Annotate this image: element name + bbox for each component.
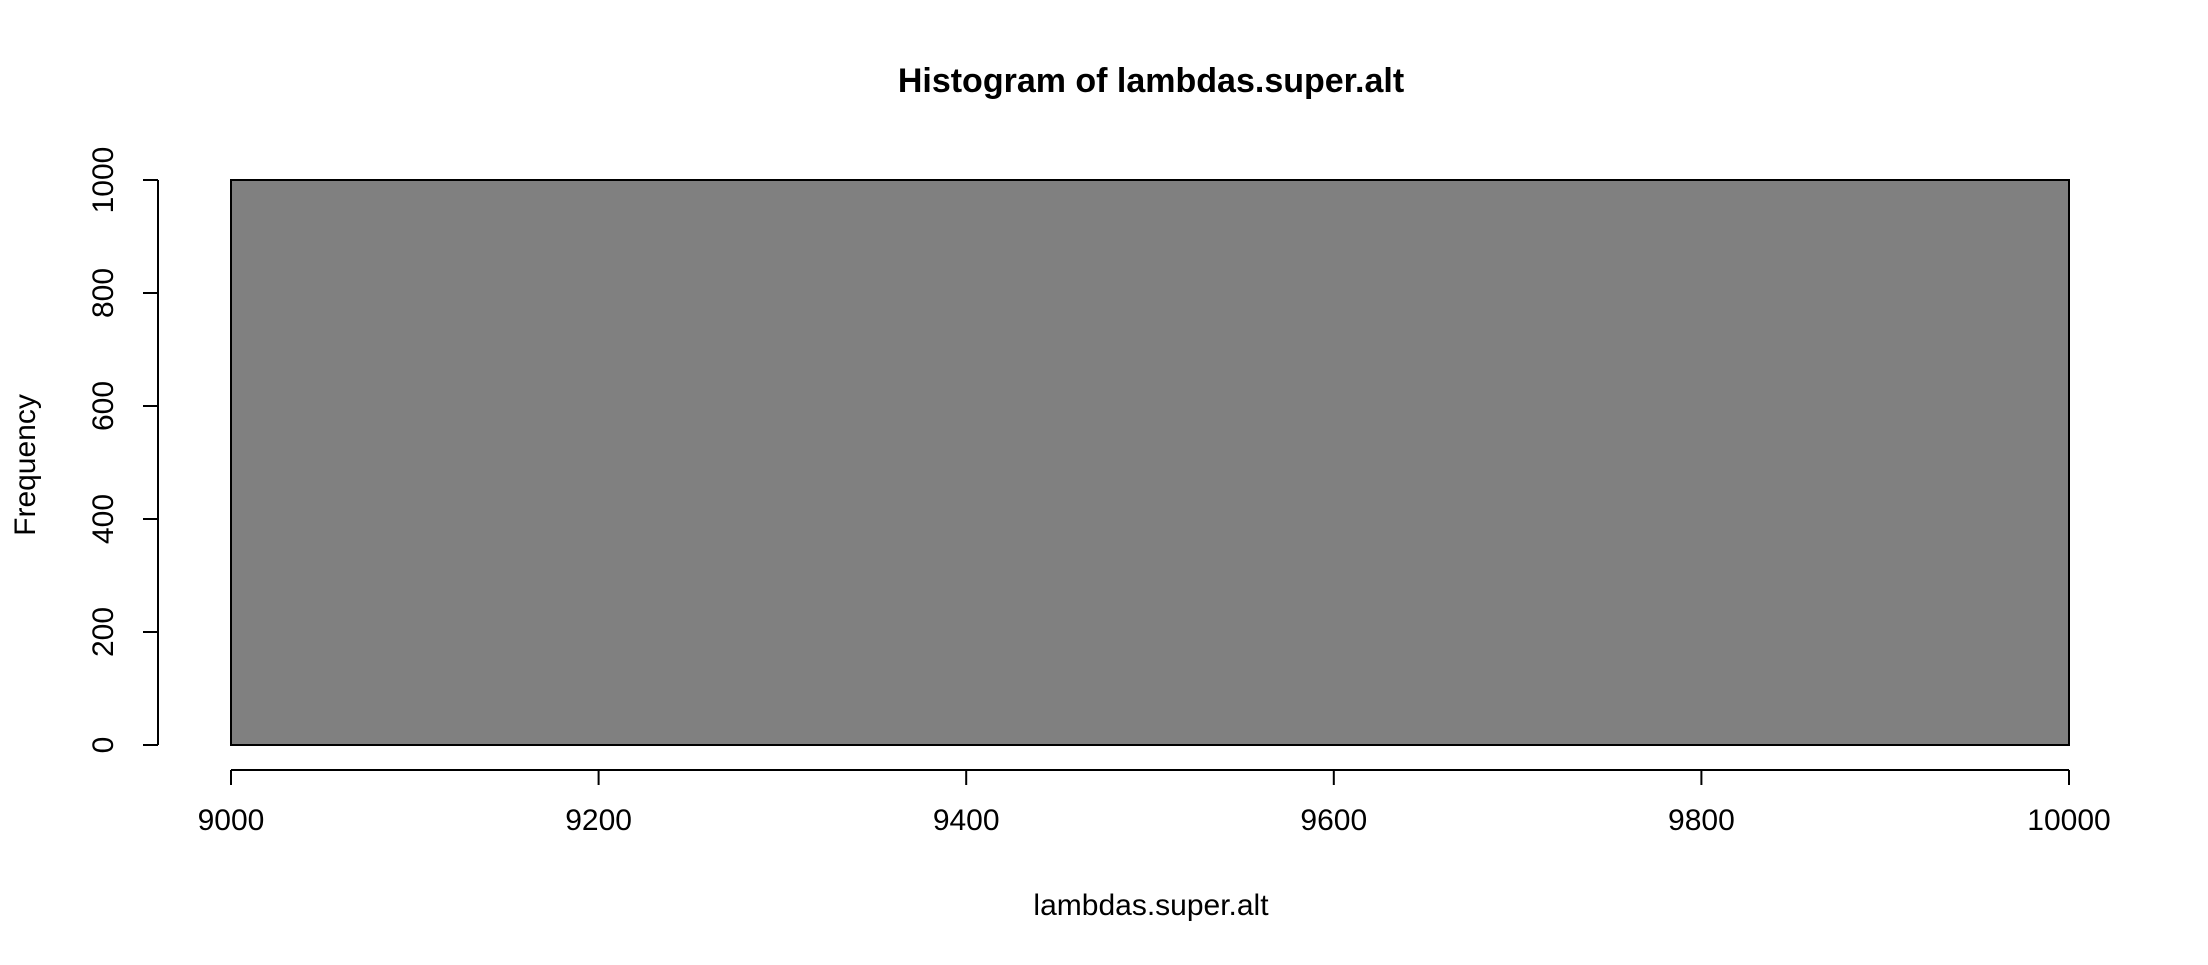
bars-layer [230, 179, 2070, 746]
x-tick-label: 9400 [933, 804, 1000, 837]
histogram-bar [230, 179, 2070, 746]
x-tick-label: 10000 [2027, 804, 2110, 837]
x-tick-label: 9800 [1668, 804, 1735, 837]
chart-title: Histogram of lambdas.super.alt [898, 62, 1404, 100]
y-axis: 0 200 400 600 800 1000 [87, 147, 159, 754]
y-tick-label: 0 [87, 737, 120, 754]
y-tick-label: 1000 [87, 147, 120, 214]
y-tick-label: 200 [87, 607, 120, 657]
y-tick-label: 600 [87, 381, 120, 431]
x-tick-label: 9200 [565, 804, 632, 837]
x-tick-label: 9600 [1300, 804, 1367, 837]
x-axis: 9000 9200 9400 9600 9800 10000 [198, 769, 2111, 837]
x-tick-label: 9000 [198, 804, 265, 837]
y-axis-label: Frequency [9, 394, 42, 536]
y-tick-label: 800 [87, 268, 120, 318]
y-tick-label: 400 [87, 494, 120, 544]
x-axis-label: lambdas.super.alt [1033, 889, 1269, 922]
